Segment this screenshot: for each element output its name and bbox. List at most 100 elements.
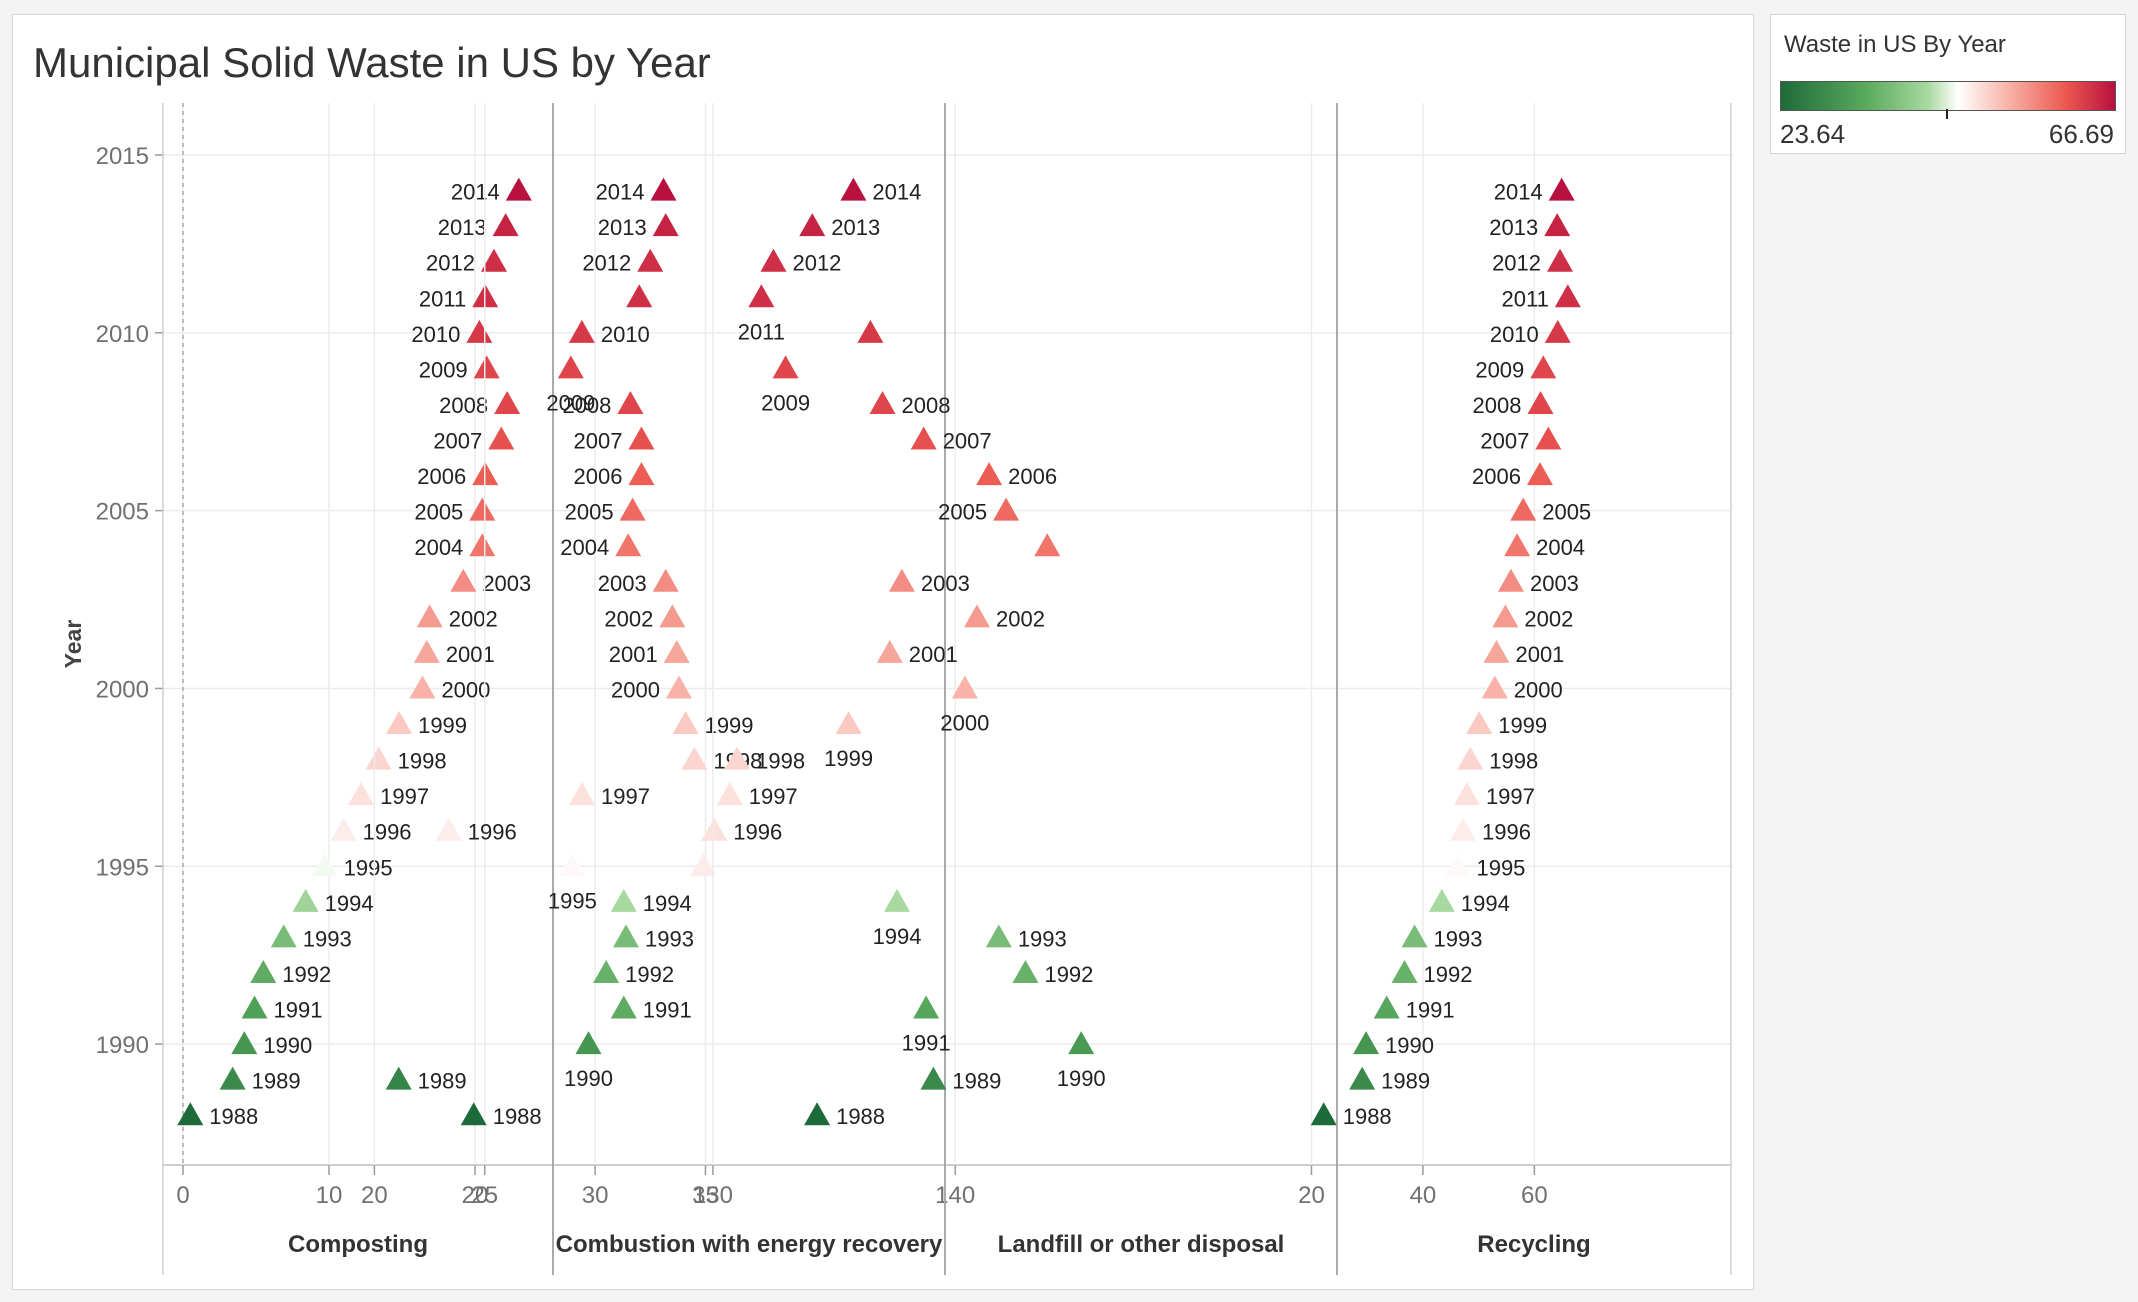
data-label: 1990 bbox=[263, 1033, 312, 1058]
data-label: 2007 bbox=[943, 429, 992, 454]
x-tick-label: 20 bbox=[361, 1182, 388, 1209]
data-label: 2013 bbox=[598, 215, 647, 240]
data-point-triangle bbox=[681, 746, 708, 770]
y-axis-title: Year bbox=[60, 620, 86, 669]
color-legend[interactable]: Waste in US By Year 23.64 66.69 bbox=[1770, 14, 2126, 154]
data-label: 1996 bbox=[363, 820, 412, 845]
data-label: 1991 bbox=[643, 998, 692, 1023]
y-tick-label: 2015 bbox=[96, 143, 149, 170]
data-label: 2006 bbox=[1472, 464, 1521, 489]
data-label: 1995 bbox=[344, 855, 393, 880]
data-point-triangle bbox=[1530, 355, 1557, 379]
data-label: 2002 bbox=[996, 606, 1045, 631]
data-label: 2008 bbox=[902, 393, 951, 418]
chart-panel: Municipal Solid Waste in US by Year 1990… bbox=[12, 14, 1754, 1290]
data-point-triangle bbox=[386, 711, 413, 735]
x-tick-label: 25 bbox=[471, 1182, 498, 1209]
legend-max-label: 66.69 bbox=[2048, 119, 2114, 149]
data-point-triangle bbox=[652, 568, 679, 592]
data-point-triangle bbox=[772, 355, 799, 379]
data-label: 2006 bbox=[417, 464, 466, 489]
data-point-triangle bbox=[951, 675, 978, 699]
data-label: 2014 bbox=[872, 180, 921, 205]
data-label: 2008 bbox=[1473, 393, 1522, 418]
data-label: 1989 bbox=[952, 1069, 1001, 1094]
data-point-triangle bbox=[804, 1102, 831, 1126]
data-point-triangle bbox=[575, 1031, 602, 1055]
data-point-triangle bbox=[466, 319, 493, 343]
data-label: 2011 bbox=[419, 286, 466, 311]
data-label: 1991 bbox=[274, 998, 323, 1023]
data-point-triangle bbox=[1526, 462, 1553, 486]
data-label: 2009 bbox=[1475, 357, 1524, 382]
data-point-triangle bbox=[1497, 568, 1524, 592]
x-tick-label: 20 bbox=[1298, 1182, 1325, 1209]
data-label: 2007 bbox=[1480, 429, 1529, 454]
y-tick-label: 1995 bbox=[96, 854, 149, 881]
data-label: 1994 bbox=[873, 924, 922, 949]
data-label: 2008 bbox=[562, 393, 611, 418]
data-label: 2010 bbox=[1490, 322, 1539, 347]
data-point-triangle bbox=[888, 568, 915, 592]
data-point-triangle bbox=[460, 1102, 487, 1126]
legend-gradient-bar bbox=[1780, 81, 2116, 111]
data-label: 2006 bbox=[1008, 464, 1057, 489]
data-label: 2004 bbox=[414, 535, 463, 560]
data-label: 2014 bbox=[596, 180, 645, 205]
data-label: 2004 bbox=[560, 535, 609, 560]
data-label: 2000 bbox=[1514, 677, 1563, 702]
data-label: 1998 bbox=[1489, 749, 1538, 774]
data-point-triangle bbox=[1548, 177, 1575, 201]
data-point-triangle bbox=[637, 248, 664, 272]
data-point-triangle bbox=[626, 284, 653, 308]
data-label: 2005 bbox=[938, 500, 987, 525]
data-point-triangle bbox=[701, 817, 728, 841]
data-point-triangle bbox=[1349, 1066, 1376, 1090]
data-label: 2001 bbox=[909, 642, 958, 667]
data-point-triangle bbox=[559, 853, 586, 877]
data-label: 1989 bbox=[252, 1069, 301, 1094]
data-label: 2013 bbox=[438, 215, 487, 240]
chart-title: Municipal Solid Waste in US by Year bbox=[33, 39, 711, 86]
y-tick-label: 2000 bbox=[96, 676, 149, 703]
data-label: 2012 bbox=[582, 251, 631, 276]
x-tick-label: 20 bbox=[462, 1182, 489, 1209]
data-point-triangle bbox=[884, 888, 911, 912]
y-tick-label: 1990 bbox=[96, 1032, 149, 1059]
data-point-triangle bbox=[910, 426, 937, 450]
data-label: 1998 bbox=[756, 749, 805, 774]
data-point-triangle bbox=[473, 355, 500, 379]
data-label: 1997 bbox=[749, 784, 798, 809]
data-point-triangle bbox=[628, 462, 655, 486]
data-label: 2004 bbox=[1536, 535, 1585, 560]
legend-min-label: 23.64 bbox=[1780, 119, 1846, 149]
data-point-triangle bbox=[492, 213, 519, 237]
data-label: 1999 bbox=[418, 713, 467, 738]
data-label: 2009 bbox=[546, 390, 595, 415]
data-label: 2012 bbox=[1492, 251, 1541, 276]
data-point-triangle bbox=[659, 604, 686, 628]
data-label: 2002 bbox=[1524, 606, 1573, 631]
data-label: 2012 bbox=[792, 251, 841, 276]
data-label: 2009 bbox=[419, 357, 468, 382]
data-label: 2003 bbox=[1530, 571, 1579, 596]
y-tick-label: 2010 bbox=[96, 321, 149, 348]
data-label: 1997 bbox=[1486, 784, 1535, 809]
data-point-triangle bbox=[1527, 390, 1554, 414]
data-point-triangle bbox=[330, 817, 357, 841]
data-label: 1988 bbox=[1343, 1104, 1392, 1129]
data-point-triangle bbox=[876, 639, 903, 663]
data-label: 1996 bbox=[468, 820, 517, 845]
x-tick-label: 60 bbox=[1521, 1182, 1548, 1209]
data-point-triangle bbox=[1310, 1102, 1337, 1126]
data-label: 1995 bbox=[548, 888, 597, 913]
data-point-triangle bbox=[799, 213, 826, 237]
data-point-triangle bbox=[835, 711, 862, 735]
legend-title: Waste in US By Year bbox=[1784, 31, 2006, 58]
data-point-triangle bbox=[568, 319, 595, 343]
data-label: 2006 bbox=[573, 464, 622, 489]
data-point-triangle bbox=[557, 355, 584, 379]
data-label: 2011 bbox=[738, 319, 785, 344]
x-tick-label: 30 bbox=[582, 1182, 609, 1209]
data-point-triangle bbox=[1535, 426, 1562, 450]
